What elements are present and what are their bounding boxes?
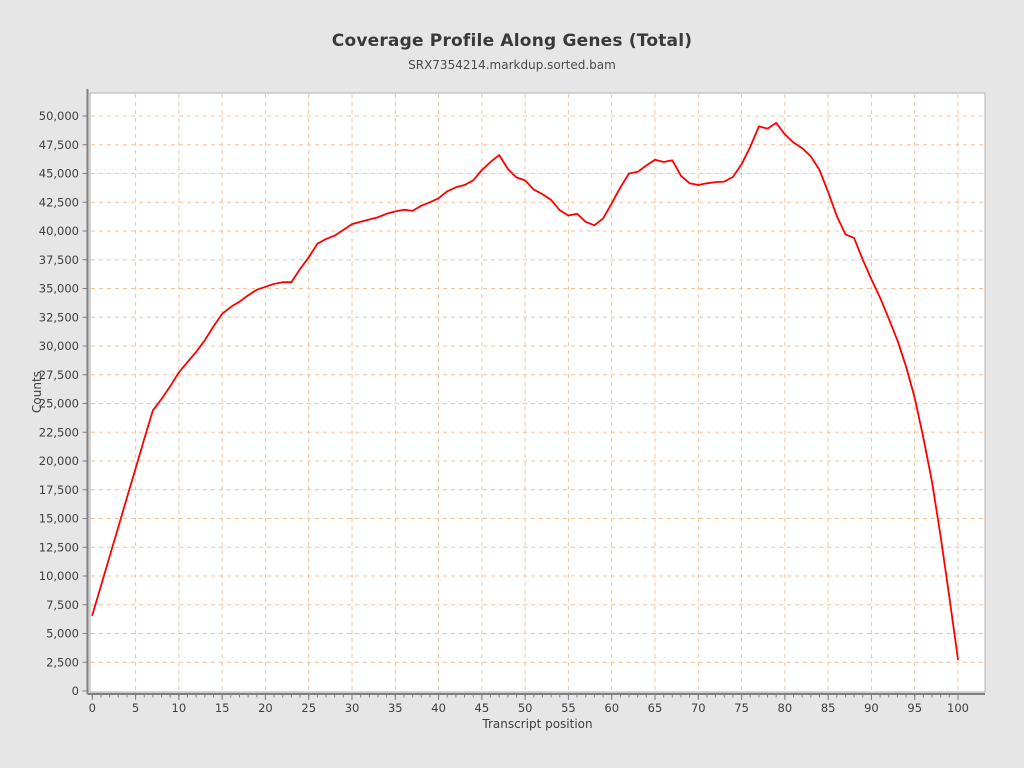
tick-marks — [82, 115, 959, 700]
svg-text:10: 10 — [172, 701, 187, 715]
svg-text:35: 35 — [388, 701, 403, 715]
svg-text:32,500: 32,500 — [39, 310, 79, 324]
svg-text:17,500: 17,500 — [39, 483, 79, 497]
svg-text:20: 20 — [258, 701, 273, 715]
svg-text:30,000: 30,000 — [39, 339, 79, 353]
svg-text:70: 70 — [691, 701, 706, 715]
x-axis-label: Transcript position — [482, 717, 593, 731]
svg-text:50,000: 50,000 — [39, 109, 79, 123]
svg-text:10,000: 10,000 — [39, 569, 79, 583]
chart-subtitle: SRX7354214.markdup.sorted.bam — [408, 58, 616, 72]
svg-text:15,000: 15,000 — [39, 512, 79, 526]
svg-text:95: 95 — [907, 701, 922, 715]
svg-text:0: 0 — [89, 701, 96, 715]
svg-text:90: 90 — [864, 701, 879, 715]
svg-text:80: 80 — [778, 701, 793, 715]
svg-text:27,500: 27,500 — [39, 368, 79, 382]
svg-text:47,500: 47,500 — [39, 138, 79, 152]
svg-text:100: 100 — [947, 701, 969, 715]
svg-text:75: 75 — [734, 701, 749, 715]
svg-text:85: 85 — [821, 701, 836, 715]
svg-text:12,500: 12,500 — [39, 540, 79, 554]
svg-text:0: 0 — [72, 684, 79, 698]
svg-text:65: 65 — [648, 701, 663, 715]
svg-text:7,500: 7,500 — [46, 598, 79, 612]
svg-text:50: 50 — [518, 701, 533, 715]
svg-text:5: 5 — [132, 701, 139, 715]
svg-text:40,000: 40,000 — [39, 224, 79, 238]
svg-text:2,500: 2,500 — [46, 655, 79, 669]
svg-text:37,500: 37,500 — [39, 253, 79, 267]
svg-text:25,000: 25,000 — [39, 397, 79, 411]
svg-text:25: 25 — [301, 701, 316, 715]
x-tick-labels: 0 5 10 15 20 25 30 35 40 45 50 55 60 65 70 75 80 85 90 95 10… — [89, 701, 969, 715]
svg-text:40: 40 — [431, 701, 446, 715]
svg-text:42,500: 42,500 — [39, 195, 79, 209]
svg-text:5,000: 5,000 — [46, 627, 79, 641]
svg-text:22,500: 22,500 — [39, 425, 79, 439]
svg-text:45: 45 — [475, 701, 490, 715]
svg-text:35,000: 35,000 — [39, 282, 79, 296]
axis-lines — [86, 89, 985, 695]
svg-text:60: 60 — [604, 701, 619, 715]
svg-text:15: 15 — [215, 701, 230, 715]
svg-text:30: 30 — [345, 701, 360, 715]
chart-title: Coverage Profile Along Genes (Total) — [331, 31, 693, 51]
plot-background — [89, 92, 986, 693]
svg-text:55: 55 — [561, 701, 576, 715]
svg-text:20,000: 20,000 — [39, 454, 79, 468]
coverage-series-line — [91, 122, 959, 661]
y-tick-labels: 0 2,500 5,000 7,500 10,000 12,500 15,000 17,500… — [39, 109, 79, 698]
y-axis-label: Counts — [30, 371, 44, 413]
svg-text:45,000: 45,000 — [39, 167, 79, 181]
